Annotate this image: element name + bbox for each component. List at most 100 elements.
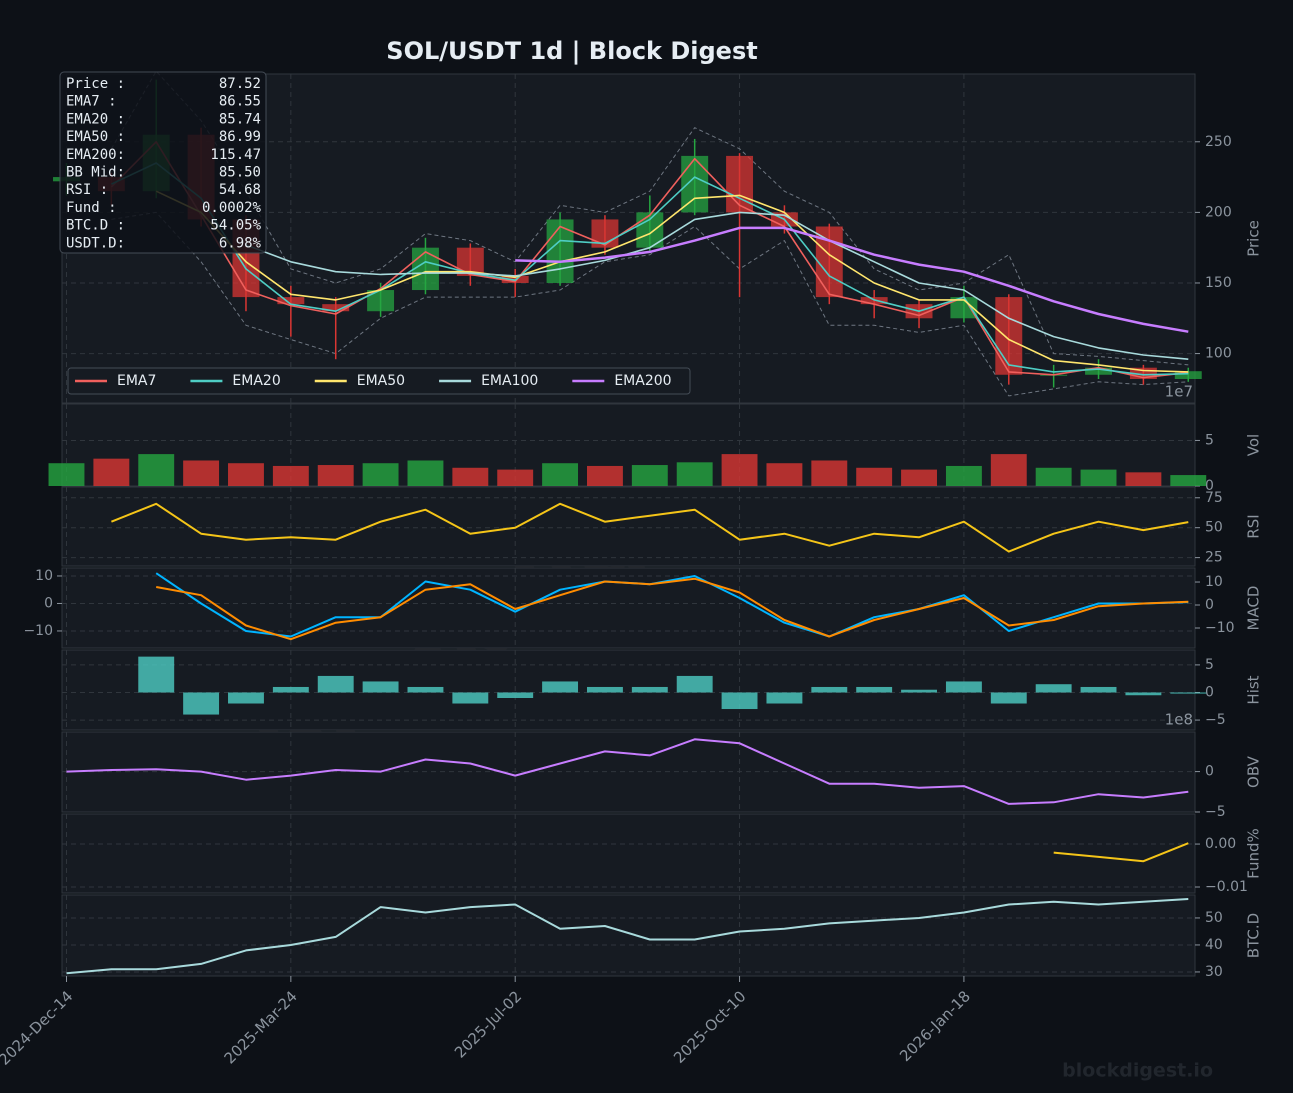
bar [272,686,309,693]
y-tick-label: −0.01 [1205,879,1248,895]
offset-label: 1e7 [1165,383,1193,401]
y-tick-label: −5 [1205,712,1226,728]
bar [542,463,579,486]
bar [452,692,489,704]
y-tick-label: 0 [44,595,53,611]
y-tick-label: 200 [1205,204,1232,220]
candle-body [411,247,439,291]
legend-label: EMA20 [232,373,280,389]
candle-body [1129,367,1157,379]
bar [497,692,534,698]
legend-label: EMA100 [481,373,538,389]
info-label: EMA50 : [66,129,125,145]
bar [721,454,758,486]
y-tick-label: 30 [1205,964,1223,980]
bar [93,458,130,486]
bar [1125,692,1162,696]
candle-body [726,155,754,213]
bar [586,686,623,693]
y-tick-label: 0.00 [1205,836,1236,852]
y-tick-label: 5 [1205,432,1214,448]
y2-tick-label: −10 [1205,620,1235,636]
y2-tick-label: 10 [1205,574,1223,590]
y2-tick-label: 0 [1205,597,1214,613]
info-label: Fund : [66,200,117,216]
y-tick-label: 40 [1205,937,1223,953]
info-label: EMA7 : [66,94,117,110]
y-tick-label: 0 [1205,684,1214,700]
bar [676,675,713,693]
bar [1170,475,1207,486]
legend-label: EMA50 [357,373,405,389]
series-line [1053,842,1189,863]
series-line [155,572,1189,638]
y-axis-label: Hist [1245,675,1263,704]
info-label: BTC.D : [66,218,125,234]
bar [901,689,937,693]
y-tick-label: −5 [1205,804,1226,820]
panel [61,894,1196,977]
bar [138,656,175,693]
candle-body [322,304,350,312]
bar [766,463,803,486]
info-value: 115.47 [210,147,261,163]
offset-label: 1e8 [1165,711,1193,729]
bar [811,686,848,693]
info-box [59,71,267,254]
y-tick-label: 5 [1205,657,1214,673]
bar [228,692,264,704]
y-axis-label: Price [1245,220,1263,257]
bar [945,681,982,693]
candle-body [681,155,709,213]
bar [1035,684,1072,693]
legend [67,367,691,395]
candle-body [950,297,978,319]
bar [990,454,1027,486]
info-label: EMA200: [66,147,125,163]
bar [183,692,220,715]
y-axis-label: OBV [1245,755,1263,788]
bar [631,686,668,693]
info-value: 86.55 [219,94,261,110]
y-tick-label: 0 [1205,764,1214,780]
y-tick-label: 0 [1205,478,1214,494]
info-value: 54.68 [219,182,261,198]
bar [407,686,444,693]
info-value: 54.05% [210,218,261,234]
footer-watermark: blockdigest.io [1062,1060,1213,1082]
bar [317,675,354,693]
y-axis-label: MACD [1245,586,1263,631]
candle-body [995,297,1023,375]
y-tick-label: 250 [1205,134,1232,150]
panel [61,567,1196,649]
info-value: 87.52 [219,76,261,92]
candle-body [1085,367,1112,375]
series-line [66,738,1189,805]
y-tick-label: 10 [35,568,53,584]
y-tick-label: 150 [1205,275,1232,291]
y-axis-label: BTC.D [1245,913,1263,958]
series-line [156,577,1189,641]
bar [48,463,85,486]
bar [272,465,309,486]
candle-body [277,297,305,305]
legend-label: EMA200 [614,373,671,389]
y-axis-label: RSI [1245,514,1263,538]
info-value: 85.74 [219,111,261,127]
bar [631,465,668,486]
bar [1035,467,1072,486]
info-label: EMA20 : [66,111,125,127]
series-line [245,211,1189,360]
bar [856,686,893,693]
series-line [111,211,1189,397]
y-axis-label: Vol [1245,434,1263,456]
bar [856,467,893,486]
info-label: Price : [66,76,125,92]
info-label: BB Mid: [66,165,125,181]
bar [407,460,444,486]
bar [228,463,264,486]
y-tick-label: −10 [23,623,53,639]
y-tick-label: 100 [1205,346,1232,362]
